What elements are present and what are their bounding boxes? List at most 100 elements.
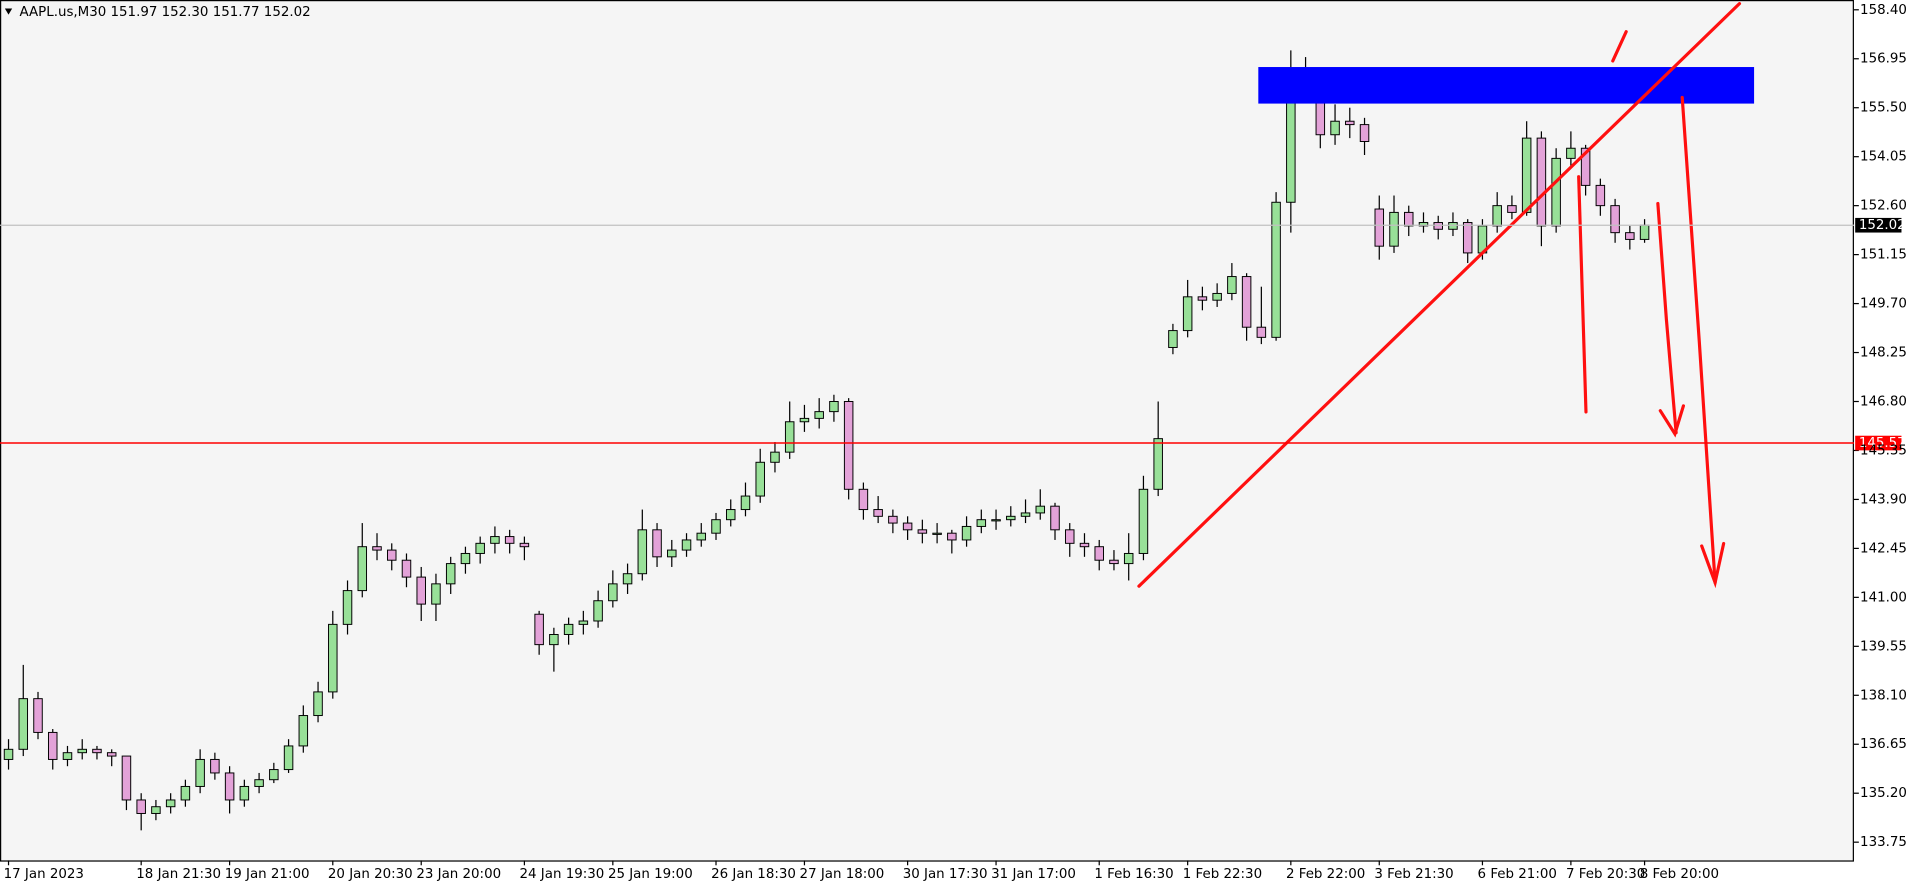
y-tick-label: 138.10 <box>1860 688 1907 703</box>
y-tick-label: 136.65 <box>1860 737 1907 752</box>
x-tick-label: 27 Jan 18:00 <box>800 867 885 882</box>
candle-body <box>711 519 721 534</box>
current-price-label: 152.02 <box>1859 218 1906 233</box>
y-tick-label: 149.70 <box>1860 297 1907 312</box>
candle-body <box>47 731 58 760</box>
y-tick-label: 148.25 <box>1860 346 1907 361</box>
candle-body <box>608 583 618 602</box>
candle-body <box>62 752 73 760</box>
x-tick-label: 1 Feb 22:30 <box>1183 867 1262 882</box>
candle-body <box>888 515 898 524</box>
candle-body <box>1625 232 1635 240</box>
arrow-line <box>1656 201 1678 435</box>
x-tick-label: 2 Feb 22:00 <box>1286 867 1365 882</box>
level-box <box>1855 435 1902 451</box>
y-tick-label: 133.75 <box>1860 835 1907 850</box>
x-tick-label: 31 Jan 17:00 <box>991 867 1076 882</box>
mark-stroke <box>1611 30 1628 63</box>
candle-body <box>1507 205 1517 213</box>
candle-body <box>755 461 765 497</box>
candle-body <box>1389 211 1399 247</box>
candle-body <box>77 748 87 754</box>
arrow-line <box>1680 95 1717 585</box>
candle-body <box>1050 505 1060 531</box>
candle-body <box>593 600 603 622</box>
y-tick-label: 143.90 <box>1860 492 1907 507</box>
candle-body <box>652 529 662 558</box>
candle-body <box>1241 276 1252 328</box>
resistance-zone <box>1258 67 1755 104</box>
candle-body <box>313 691 323 717</box>
chart-title: AAPL.us,M30 151.97 152.30 151.77 152.02 <box>19 5 310 20</box>
candle-body <box>475 542 485 554</box>
candle-body <box>1123 552 1134 565</box>
candle-body <box>460 552 471 565</box>
candle-body <box>725 509 736 521</box>
y-tick-label: 151.15 <box>1860 248 1907 263</box>
y-tick-label: 156.95 <box>1860 52 1907 67</box>
candle-body <box>1551 157 1561 227</box>
candle-body <box>416 576 426 605</box>
x-tick-label: 18 Jan 21:30 <box>136 867 221 882</box>
candle-body <box>1153 438 1163 490</box>
levels-layer: 152.02 145.57 <box>0 217 1906 451</box>
candle-body <box>843 401 854 490</box>
candle-body <box>740 495 751 511</box>
candle-body <box>3 748 14 760</box>
x-tick-label: 23 Jan 20:00 <box>416 867 501 882</box>
x-tick-label: 30 Jan 17:30 <box>903 867 988 882</box>
candle-body <box>431 583 441 605</box>
candle-body <box>784 421 795 453</box>
candle-body <box>1330 120 1340 136</box>
y-tick-label: 145.35 <box>1860 443 1907 458</box>
candle-body <box>519 542 530 548</box>
candle-body <box>770 451 780 463</box>
x-tick-label: 8 Feb 20:00 <box>1640 867 1719 882</box>
candle-body <box>932 532 942 535</box>
candle-body <box>1006 515 1016 521</box>
candle-body <box>1359 124 1370 142</box>
candle-body <box>33 698 43 733</box>
x-tick-label: 3 Feb 21:30 <box>1374 867 1453 882</box>
candle-body <box>1197 296 1208 301</box>
candle-body <box>976 519 987 527</box>
candle-body <box>210 758 220 774</box>
candle-body <box>195 758 205 787</box>
y-tick-label: 158.40 <box>1860 3 1907 18</box>
candle-body <box>372 546 382 551</box>
y-tick-label: 141.00 <box>1860 590 1907 605</box>
menu-arrow[interactable] <box>4 8 13 15</box>
arrow-head <box>1700 541 1726 589</box>
drawings <box>1137 2 1755 589</box>
candle-body <box>1580 147 1591 186</box>
y-tick-label: 155.50 <box>1860 101 1907 116</box>
candle-body <box>1492 205 1502 227</box>
candle-body <box>917 529 928 534</box>
candle-body <box>873 509 883 517</box>
x-tick-label: 25 Jan 19:00 <box>608 867 693 882</box>
candle-body <box>667 549 677 558</box>
candle-body <box>445 563 456 585</box>
plot-area <box>0 0 1854 862</box>
candle-body <box>534 613 544 646</box>
candle-body <box>328 623 338 693</box>
y-tick-label: 135.20 <box>1860 786 1907 801</box>
y-tick-label: 146.80 <box>1860 394 1907 409</box>
arrow-head <box>1658 404 1686 438</box>
candle-body <box>947 532 957 541</box>
candle-body <box>1168 330 1178 348</box>
candle-body <box>92 748 102 754</box>
candle-body <box>1064 529 1075 544</box>
y-tick-label: 139.55 <box>1860 639 1907 654</box>
candle-body <box>563 623 574 635</box>
candle-body <box>622 573 633 585</box>
candle-body <box>106 752 117 757</box>
candle-body <box>504 536 515 544</box>
x-tick-label: 20 Jan 20:30 <box>328 867 413 882</box>
candle-body <box>269 769 279 781</box>
trend-line <box>1137 2 1742 588</box>
candle-body <box>1521 137 1532 213</box>
candle-body <box>1639 224 1650 240</box>
candle-body <box>298 715 309 747</box>
grid-layer <box>7 9 1859 866</box>
